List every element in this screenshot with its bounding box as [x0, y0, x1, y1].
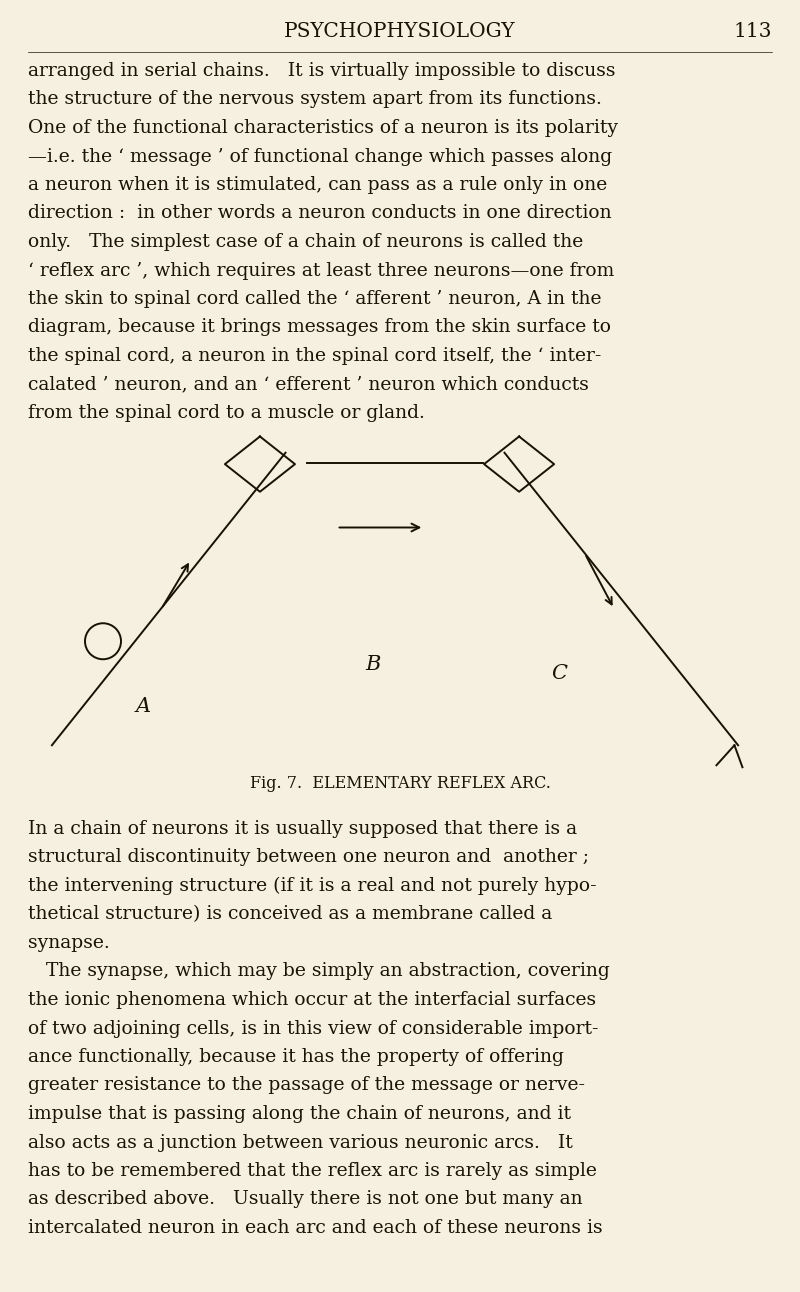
Text: In a chain of neurons it is usually supposed that there is a: In a chain of neurons it is usually supp… — [28, 820, 577, 839]
Text: arranged in serial chains.   It is virtually impossible to discuss: arranged in serial chains. It is virtual… — [28, 62, 615, 80]
Text: The synapse, which may be simply an abstraction, covering: The synapse, which may be simply an abst… — [28, 963, 610, 981]
Text: impulse that is passing along the chain of neurons, and it: impulse that is passing along the chain … — [28, 1105, 571, 1123]
Text: of two adjoining cells, is in this view of considerable import-: of two adjoining cells, is in this view … — [28, 1019, 598, 1037]
Text: from the spinal cord to a muscle or gland.: from the spinal cord to a muscle or glan… — [28, 404, 425, 422]
Text: One of the functional characteristics of a neuron is its polarity: One of the functional characteristics of… — [28, 119, 618, 137]
Text: Fig. 7.  ELEMENTARY REFLEX ARC.: Fig. 7. ELEMENTARY REFLEX ARC. — [250, 775, 550, 792]
Text: A: A — [135, 696, 150, 716]
Text: the ionic phenomena which occur at the interfacial surfaces: the ionic phenomena which occur at the i… — [28, 991, 596, 1009]
Text: —i.e. the ‘ message ’ of functional change which passes along: —i.e. the ‘ message ’ of functional chan… — [28, 147, 612, 165]
Text: ‘ reflex arc ’, which requires at least three neurons—one from: ‘ reflex arc ’, which requires at least … — [28, 261, 614, 279]
Text: has to be remembered that the reflex arc is rarely as simple: has to be remembered that the reflex arc… — [28, 1162, 597, 1180]
Text: only.   The simplest case of a chain of neurons is called the: only. The simplest case of a chain of ne… — [28, 233, 583, 251]
Text: the spinal cord, a neuron in the spinal cord itself, the ‘ inter-: the spinal cord, a neuron in the spinal … — [28, 348, 602, 366]
Text: synapse.: synapse. — [28, 934, 110, 952]
Text: thetical structure) is conceived as a membrane called a: thetical structure) is conceived as a me… — [28, 906, 552, 924]
Text: structural discontinuity between one neuron and  another ;: structural discontinuity between one neu… — [28, 849, 589, 867]
Text: C: C — [551, 664, 567, 683]
Text: the intervening structure (if it is a real and not purely hypo-: the intervening structure (if it is a re… — [28, 877, 597, 895]
Text: also acts as a junction between various neuronic arcs.   It: also acts as a junction between various … — [28, 1133, 573, 1151]
Text: as described above.   Usually there is not one but many an: as described above. Usually there is not… — [28, 1190, 582, 1208]
Text: PSYCHOPHYSIOLOGY: PSYCHOPHYSIOLOGY — [284, 22, 516, 41]
Text: calated ’ neuron, and an ‘ efferent ’ neuron which conducts: calated ’ neuron, and an ‘ efferent ’ ne… — [28, 376, 589, 394]
Text: intercalated neuron in each arc and each of these neurons is: intercalated neuron in each arc and each… — [28, 1218, 602, 1236]
Text: diagram, because it brings messages from the skin surface to: diagram, because it brings messages from… — [28, 319, 611, 336]
Text: the structure of the nervous system apart from its functions.: the structure of the nervous system apar… — [28, 90, 602, 109]
Text: greater resistance to the passage of the message or nerve-: greater resistance to the passage of the… — [28, 1076, 585, 1094]
Text: 113: 113 — [734, 22, 772, 41]
Text: direction :  in other words a neuron conducts in one direction: direction : in other words a neuron cond… — [28, 204, 612, 222]
Text: B: B — [366, 655, 381, 673]
Text: ance functionally, because it has the property of offering: ance functionally, because it has the pr… — [28, 1048, 564, 1066]
Text: the skin to spinal cord called the ‘ afferent ’ neuron, A in the: the skin to spinal cord called the ‘ aff… — [28, 289, 602, 307]
Text: a neuron when it is stimulated, can pass as a rule only in one: a neuron when it is stimulated, can pass… — [28, 176, 607, 194]
